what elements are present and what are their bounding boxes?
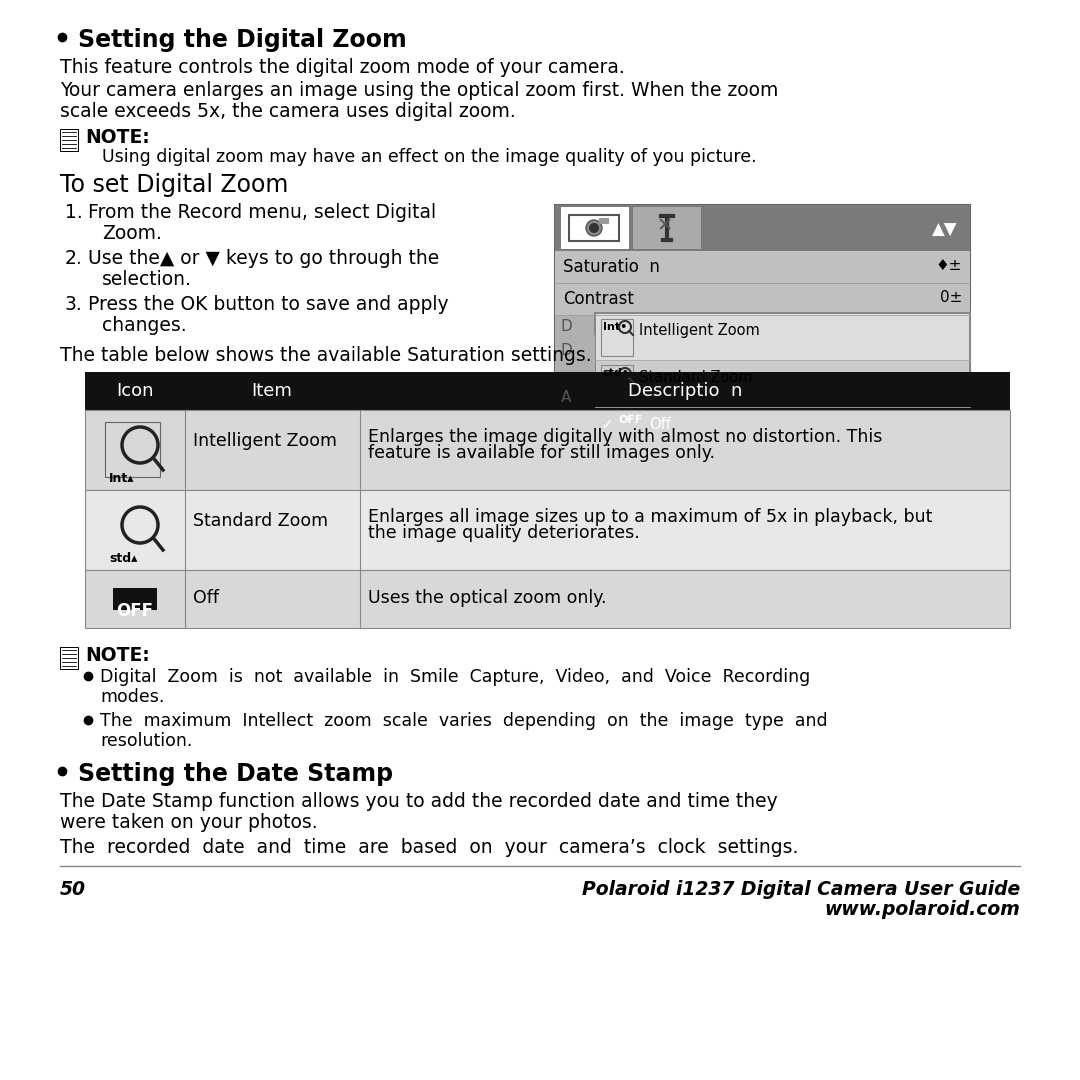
Text: Digital  Zoom  is  not  available  in  Smile  Capture,  Video,  and  Voice  Reco: Digital Zoom is not available in Smile C… [100,669,810,686]
Text: D: D [561,319,572,334]
Bar [595,313,970,456]
Text: Descriptio  n: Descriptio n [627,382,742,400]
Bar [555,315,595,335]
Bar [596,314,969,360]
Bar [600,319,633,356]
Text: Int▴: Int▴ [109,472,135,485]
Bar [85,570,1010,627]
Text: To set Digital Zoom: To set Digital Zoom [60,173,288,197]
Text: Enlarges the image digitally with almost no distortion. This: Enlarges the image digitally with almost… [368,428,882,446]
Bar [569,215,619,241]
Text: were taken on your photos.: were taken on your photos. [60,813,318,832]
Text: feature is available for still images only.: feature is available for still images on… [368,444,715,462]
Bar [85,372,1010,410]
Bar [596,360,969,406]
Text: Use the▲ or ▼ keys to go through the: Use the▲ or ▼ keys to go through the [87,249,440,268]
Text: NOTE:: NOTE: [85,129,150,147]
Text: Off: Off [193,589,219,607]
Text: The  maximum  Intellect  zoom  scale  varies  depending  on  the  image  type  a: The maximum Intellect zoom scale varies … [100,712,827,730]
Text: selection.: selection. [102,270,192,289]
Text: Saturatio  n: Saturatio n [563,258,660,276]
Text: OFF: OFF [117,602,153,620]
Bar [599,218,609,224]
Bar [105,422,160,477]
Text: Your camera enlarges an image using the optical zoom first. When the zoom: Your camera enlarges an image using the … [60,81,779,100]
Text: 0±: 0± [940,291,962,305]
Text: A: A [561,390,571,405]
Text: Int•: Int• [603,322,627,332]
Bar [561,207,629,249]
Bar [60,129,78,151]
Text: Setting the Date Stamp: Setting the Date Stamp [78,762,393,786]
Text: Uses the optical zoom only.: Uses the optical zoom only. [368,589,607,607]
Circle shape [589,222,599,233]
Text: Item: Item [252,382,293,400]
Text: Using digital zoom may have an effect on the image quality of you picture.: Using digital zoom may have an effect on… [102,148,757,166]
Text: changes.: changes. [102,316,187,335]
Bar [596,407,969,453]
Text: 2.: 2. [65,249,83,268]
Text: std•: std• [602,368,629,378]
Text: ✕: ✕ [657,216,673,235]
Text: Intelligent Zoom: Intelligent Zoom [193,432,337,450]
Text: resolution.: resolution. [100,732,192,750]
Text: ▲▼: ▲▼ [932,221,958,239]
Bar [555,382,595,429]
Bar [555,205,970,251]
Text: Off: Off [649,417,671,432]
Bar [60,647,78,669]
Text: 50: 50 [60,880,86,899]
Text: From the Record menu, select Digital: From the Record menu, select Digital [87,203,436,222]
Text: ✓: ✓ [600,417,613,432]
Bar [633,207,701,249]
Text: scale exceeds 5x, the camera uses digital zoom.: scale exceeds 5x, the camera uses digita… [60,102,516,121]
Text: The table below shows the available Saturation settings.: The table below shows the available Satu… [60,346,592,365]
Text: Setting the Digital Zoom: Setting the Digital Zoom [78,28,407,52]
Bar [113,588,157,610]
Bar [85,410,1010,490]
Bar [555,335,595,380]
Text: Standard Zoom: Standard Zoom [639,370,753,384]
Text: www.polaroid.com: www.polaroid.com [824,900,1020,919]
Text: Press the OK button to save and apply: Press the OK button to save and apply [87,295,448,314]
Bar [555,283,970,315]
Text: the image quality deteriorates.: the image quality deteriorates. [368,524,639,542]
Text: 3.: 3. [65,295,83,314]
Text: Enlarges all image sizes up to a maximum of 5x in playback, but: Enlarges all image sizes up to a maximum… [368,508,932,526]
Text: The Date Stamp function allows you to add the recorded date and time they: The Date Stamp function allows you to ad… [60,792,778,811]
Bar [617,414,645,430]
Text: std▴: std▴ [109,552,137,565]
Text: OFF: OFF [619,415,644,426]
Text: modes.: modes. [100,688,164,706]
Text: Standard Zoom: Standard Zoom [193,512,328,530]
Text: 1.: 1. [65,203,83,222]
Text: Icon: Icon [117,382,153,400]
Text: Polaroid i1237 Digital Camera User Guide: Polaroid i1237 Digital Camera User Guide [582,880,1020,899]
Text: NOTE:: NOTE: [85,646,150,665]
Text: This feature controls the digital zoom mode of your camera.: This feature controls the digital zoom m… [60,58,624,77]
Text: The  recorded  date  and  time  are  based  on  your  camera’s  clock  settings.: The recorded date and time are based on … [60,838,798,858]
Bar [555,205,970,470]
Text: D: D [561,343,572,357]
Text: ♦±: ♦± [935,258,962,273]
Text: Zoom.: Zoom. [102,224,162,243]
Bar [85,490,1010,570]
Text: Intelligent Zoom: Intelligent Zoom [639,323,759,338]
Bar [555,251,970,283]
Text: Contrast: Contrast [563,291,634,308]
Circle shape [586,220,602,237]
Bar [600,365,633,402]
